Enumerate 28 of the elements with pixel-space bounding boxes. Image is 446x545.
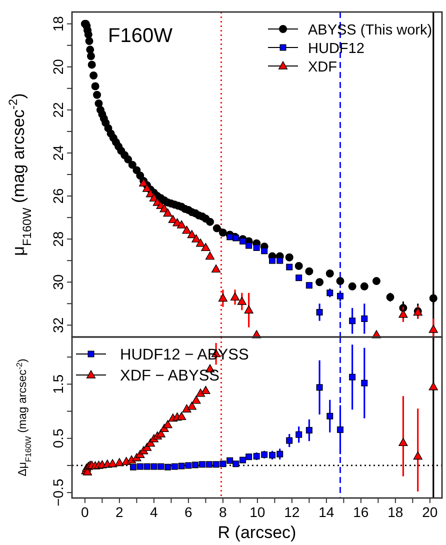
x-tick-label: 12 [284,504,300,520]
y-tick-label: 20 [50,58,66,75]
y-tick-label: 32 [50,317,66,333]
x-tick-label: 8 [219,504,228,520]
x-tick-label: 0 [81,504,90,520]
x-tick-label: 4 [150,504,158,520]
y-tick-label: 22 [50,102,66,118]
legend-label: XDF [308,60,338,76]
x-tick-label: 10 [250,504,266,520]
y-tick-label: 28 [50,231,66,247]
y-tick-label: 18 [50,16,66,32]
x-tick-label: 6 [184,504,193,520]
y-tick-label: 26 [50,188,66,204]
y-tick-label: 0.5 [50,428,66,448]
x-axis-title: R (arcsec) [218,523,296,542]
annotation: F160W [108,25,173,47]
legend-label: XDF − ABYSS [120,368,220,384]
y-tick-label: 24 [50,144,66,161]
y-tick-label: 30 [50,274,66,290]
x-tick-label: 14 [318,504,334,520]
x-tick-label: 2 [116,504,124,520]
x-tick-label: 18 [388,504,404,520]
x-tick-label: 20 [422,504,438,520]
y-tick-label: 1.5 [50,374,66,394]
legend-label: HUDF12 [308,41,364,57]
legend-label: ABYSS (This work) [308,22,432,38]
x-tick-label: 16 [353,504,369,520]
y-tick-label: −0.5 [50,478,66,506]
